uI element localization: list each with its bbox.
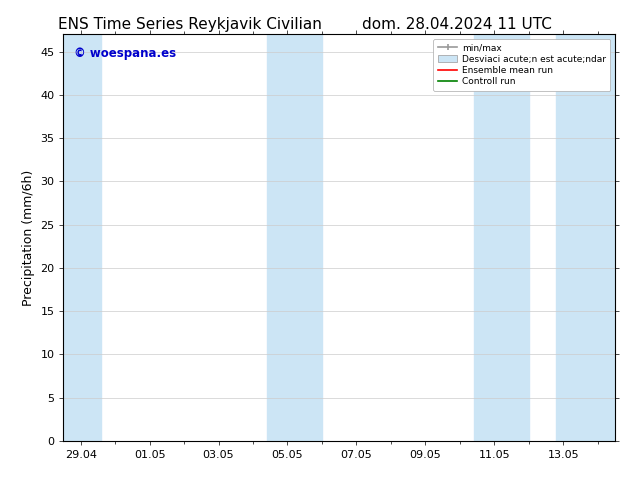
Bar <box>63 34 101 441</box>
Bar <box>557 34 615 441</box>
Bar <box>267 34 322 441</box>
Text: dom. 28.04.2024 11 UTC: dom. 28.04.2024 11 UTC <box>361 17 552 32</box>
Text: © woespana.es: © woespana.es <box>74 47 176 59</box>
Y-axis label: Precipitation (mm/6h): Precipitation (mm/6h) <box>22 170 35 306</box>
Legend: min/max, Desviaci acute;n est acute;ndar, Ensemble mean run, Controll run: min/max, Desviaci acute;n est acute;ndar… <box>433 39 611 91</box>
Text: ENS Time Series Reykjavik Civilian: ENS Time Series Reykjavik Civilian <box>58 17 322 32</box>
Bar <box>474 34 529 441</box>
